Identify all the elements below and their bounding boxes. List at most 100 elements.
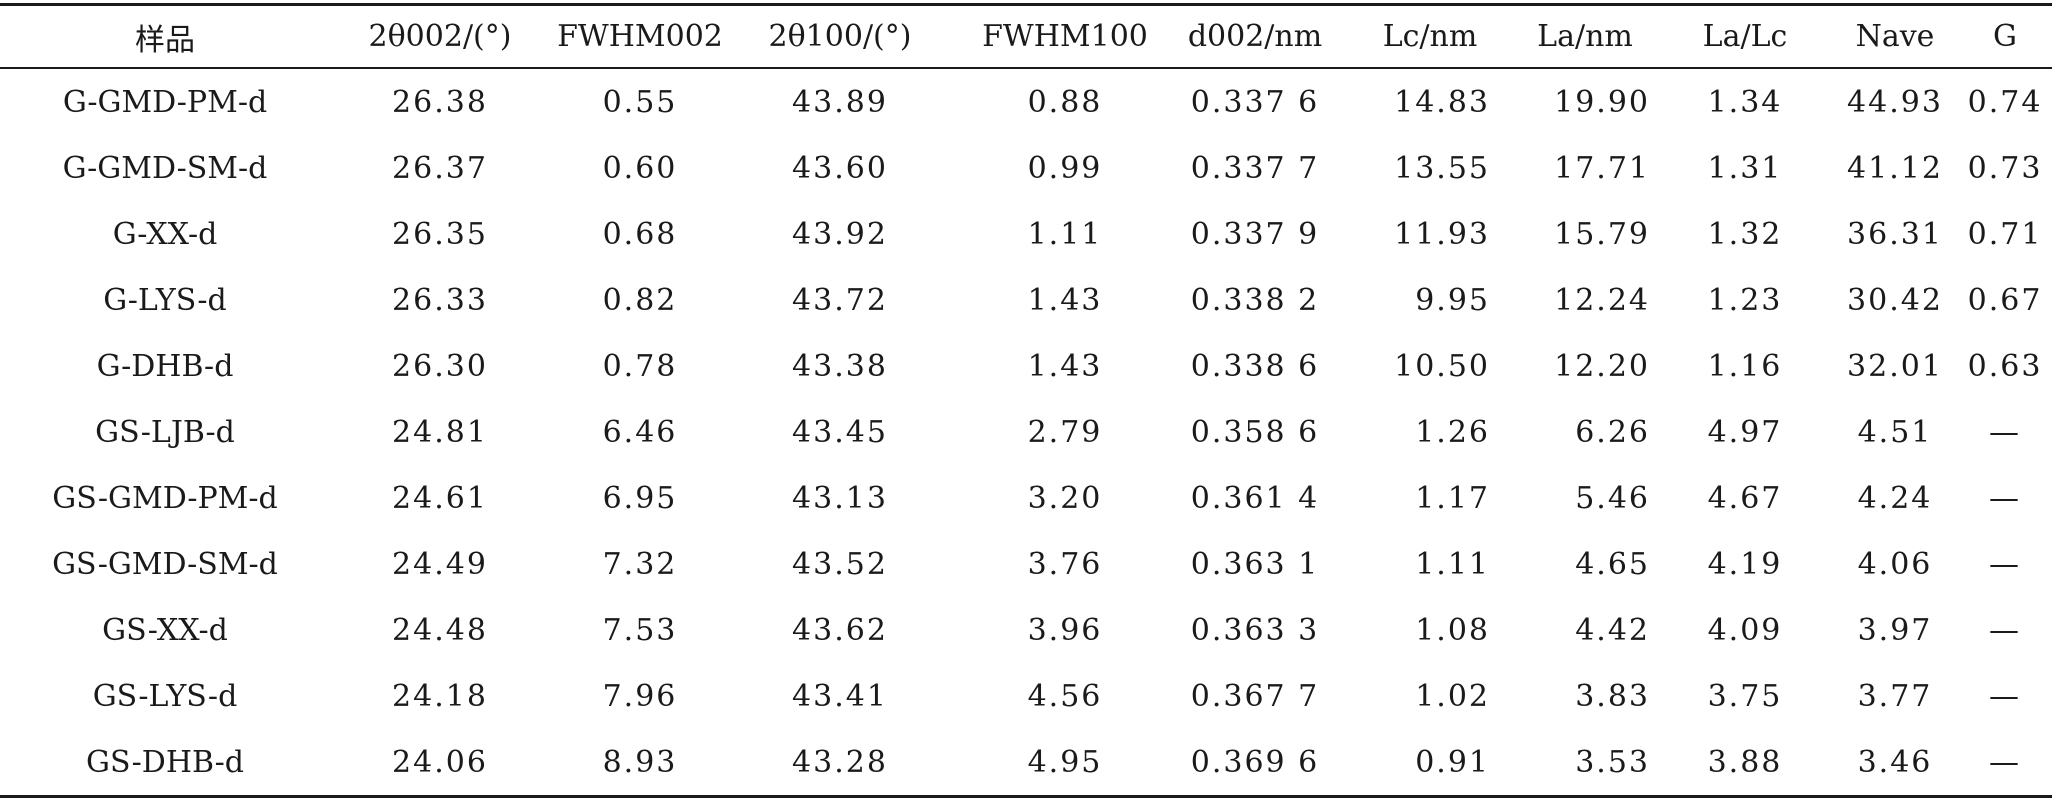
cell-fwhm-002: 0.60 <box>602 150 678 186</box>
cell-la: 5.46 <box>1575 480 1650 516</box>
cell-lc: 1.08 <box>1415 612 1490 648</box>
cell-g: — <box>1989 744 2021 780</box>
cell-sample: GS-GMD-SM-d <box>52 546 278 582</box>
cell-la-lc-ratio: 1.16 <box>1707 348 1783 384</box>
cell-sample: G-GMD-PM-d <box>62 84 268 120</box>
cell-lc: 13.55 <box>1394 150 1490 186</box>
table-row: GS-LYS-d 24.18 7.96 43.41 4.56 0.367 7 1.02 3.8… <box>0 663 2052 729</box>
cell-fwhm-002: 8.93 <box>602 744 678 780</box>
cell-d002: 0.361 4 <box>1190 480 1320 516</box>
cell-la-lc-ratio: 4.67 <box>1707 480 1783 516</box>
header-two-theta-002: 2θ002/(°) <box>368 19 512 54</box>
cell-g: 0.73 <box>1967 150 2043 186</box>
cell-d002: 0.338 6 <box>1190 348 1320 384</box>
cell-g: 0.74 <box>1967 84 2043 120</box>
cell-la: 12.20 <box>1554 348 1650 384</box>
cell-fwhm-002: 0.78 <box>602 348 678 384</box>
cell-d002: 0.369 6 <box>1190 744 1320 780</box>
cell-fwhm-100: 4.95 <box>1027 744 1103 780</box>
cell-g: — <box>1989 546 2021 582</box>
table-header-row: 样品 2θ002/(°) FWHM002 2θ100/(°) FWHM100 d… <box>0 6 2052 67</box>
table-row: GS-LJB-d 24.81 6.46 43.45 2.79 0.358 6 1.26 6.2… <box>0 399 2052 465</box>
cell-sample: G-DHB-d <box>96 348 234 384</box>
table-row: GS-GMD-PM-d 24.61 6.95 43.13 3.20 0.361 4 1.17… <box>0 465 2052 531</box>
cell-sample: GS-DHB-d <box>86 744 244 780</box>
cell-nave: 41.12 <box>1847 150 1943 186</box>
table-row: GS-GMD-SM-d 24.49 7.32 43.52 3.76 0.363 1 1.11… <box>0 531 2052 597</box>
header-nave: Nave <box>1855 19 1935 54</box>
cell-lc: 1.17 <box>1415 480 1490 516</box>
cell-fwhm-100: 1.43 <box>1027 348 1103 384</box>
table-row: GS-DHB-d 24.06 8.93 43.28 4.95 0.369 6 0.91 3.5… <box>0 729 2052 795</box>
header-rule <box>0 67 2052 69</box>
cell-la: 17.71 <box>1554 150 1650 186</box>
header-two-theta-100: 2θ100/(°) <box>768 19 912 54</box>
cell-lc: 1.26 <box>1415 414 1490 450</box>
cell-g: — <box>1989 612 2021 648</box>
cell-sample: GS-LYS-d <box>92 678 238 714</box>
cell-fwhm-002: 7.53 <box>602 612 678 648</box>
cell-d002: 0.363 1 <box>1190 546 1320 582</box>
cell-la-lc-ratio: 4.19 <box>1707 546 1783 582</box>
header-d002: d002/nm <box>1187 19 1323 54</box>
cell-fwhm-100: 3.76 <box>1027 546 1103 582</box>
cell-two-theta-100: 43.52 <box>792 546 888 582</box>
cell-la-lc-ratio: 4.97 <box>1707 414 1783 450</box>
cell-fwhm-100: 4.56 <box>1027 678 1103 714</box>
cell-two-theta-100: 43.89 <box>792 84 888 120</box>
cell-two-theta-002: 24.49 <box>392 546 488 582</box>
cell-g: — <box>1989 480 2021 516</box>
cell-lc: 0.91 <box>1415 744 1490 780</box>
header-sample: 样品 <box>135 22 195 58</box>
cell-nave: 44.93 <box>1847 84 1943 120</box>
cell-nave: 4.51 <box>1857 414 1933 450</box>
cell-two-theta-100: 43.72 <box>792 282 888 318</box>
cell-nave: 30.42 <box>1847 282 1943 318</box>
cell-two-theta-002: 24.61 <box>392 480 488 516</box>
top-rule <box>0 3 2052 6</box>
table-row: G-XX-d 26.35 0.68 43.92 1.11 0.337 9 11.93 15.7… <box>0 201 2052 267</box>
cell-la-lc-ratio: 1.31 <box>1707 150 1783 186</box>
table-row: G-DHB-d 26.30 0.78 43.38 1.43 0.338 6 10.50 12.… <box>0 333 2052 399</box>
cell-fwhm-100: 3.20 <box>1027 480 1103 516</box>
cell-fwhm-002: 0.82 <box>602 282 678 318</box>
cell-fwhm-100: 3.96 <box>1027 612 1103 648</box>
cell-two-theta-100: 43.62 <box>792 612 888 648</box>
cell-fwhm-100: 0.88 <box>1027 84 1103 120</box>
cell-la-lc-ratio: 1.34 <box>1707 84 1783 120</box>
cell-d002: 0.363 3 <box>1190 612 1320 648</box>
cell-two-theta-002: 26.30 <box>392 348 488 384</box>
cell-fwhm-100: 0.99 <box>1027 150 1103 186</box>
cell-nave: 4.24 <box>1857 480 1933 516</box>
cell-two-theta-100: 43.92 <box>792 216 888 252</box>
header-lc: Lc/nm <box>1382 19 1478 54</box>
table-row: G-GMD-SM-d 26.37 0.60 43.60 0.99 0.337 7 13.55… <box>0 135 2052 201</box>
cell-fwhm-002: 6.46 <box>602 414 678 450</box>
cell-g: — <box>1989 414 2021 450</box>
cell-two-theta-002: 26.35 <box>392 216 488 252</box>
cell-la-lc-ratio: 3.88 <box>1707 744 1783 780</box>
cell-two-theta-002: 24.48 <box>392 612 488 648</box>
header-la-lc-ratio: La/Lc <box>1702 19 1788 54</box>
table-row: G-LYS-d 26.33 0.82 43.72 1.43 0.338 2 9.95 12.2… <box>0 267 2052 333</box>
cell-la: 3.83 <box>1575 678 1650 714</box>
bottom-rule <box>0 795 2052 798</box>
cell-sample: GS-XX-d <box>102 612 228 648</box>
cell-la-lc-ratio: 1.32 <box>1707 216 1783 252</box>
cell-la-lc-ratio: 4.09 <box>1707 612 1783 648</box>
cell-two-theta-100: 43.38 <box>792 348 888 384</box>
header-fwhm-100: FWHM100 <box>982 19 1148 54</box>
cell-nave: 3.97 <box>1857 612 1933 648</box>
cell-nave: 36.31 <box>1847 216 1943 252</box>
cell-two-theta-100: 43.41 <box>792 678 888 714</box>
cell-fwhm-100: 1.43 <box>1027 282 1103 318</box>
cell-g: 0.63 <box>1967 348 2043 384</box>
cell-nave: 3.46 <box>1857 744 1933 780</box>
cell-fwhm-002: 0.55 <box>602 84 678 120</box>
cell-two-theta-002: 24.18 <box>392 678 488 714</box>
cell-two-theta-100: 43.45 <box>792 414 888 450</box>
header-fwhm-002: FWHM002 <box>557 19 723 54</box>
table-row: G-GMD-PM-d 26.38 0.55 43.89 0.88 0.337 6 14.83… <box>0 69 2052 135</box>
cell-la: 19.90 <box>1554 84 1650 120</box>
